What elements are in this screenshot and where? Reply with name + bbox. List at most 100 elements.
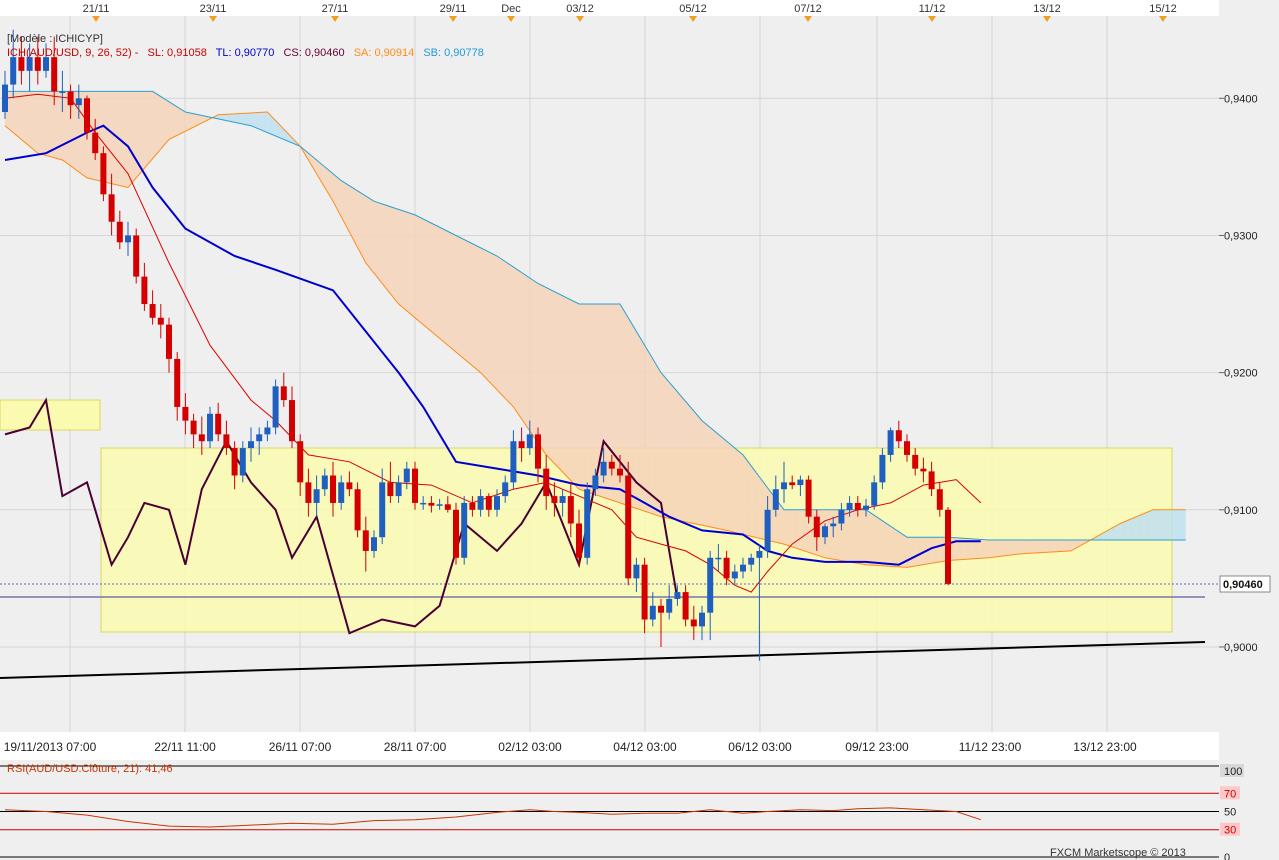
candle [699,605,705,641]
candle-body [543,468,550,497]
cloud-segment [997,539,1006,557]
candle-body [854,502,861,510]
candle-body [59,91,66,93]
candle [231,441,238,490]
candle [379,468,386,545]
candle [567,482,574,538]
candle [617,454,623,483]
rsi-plot-area[interactable] [0,760,1219,860]
candle-body [182,406,189,421]
indicator-legend: ICH(AUD/USD, 9, 26, 52) - SL: 0,91058 TL… [7,47,484,59]
cloud-segment [898,531,907,568]
candle [592,468,599,497]
candle-body [34,57,41,71]
candle-body [707,557,714,613]
cloud-segment [825,509,834,560]
cloud-segment [431,223,440,339]
candle-body [215,413,222,435]
price-axis-label: 0,9000 [1224,642,1258,654]
candle [207,406,213,449]
candle [215,402,222,442]
cloud-segment [46,91,55,158]
cloud-segment [726,441,735,533]
candle-body [510,441,517,483]
candle-body [67,91,74,106]
cloud-segment [521,272,530,431]
cloud-segment [1103,528,1112,540]
cloud-segment [398,209,407,311]
candle [289,386,295,449]
cloud-segment [1021,539,1030,554]
candle [879,448,886,490]
candle [559,489,566,517]
cloud-segment [1120,520,1129,540]
candle-body [272,386,279,428]
candle [436,498,443,510]
candle-body [133,235,140,277]
rsi-level-tag [1220,764,1244,777]
candle [239,441,246,483]
candle [518,427,525,462]
cloud-segment [54,91,63,161]
candle-body [108,194,115,222]
candle-body [772,489,779,510]
trend-lines [0,583,1219,679]
candle [772,475,779,517]
candle [280,372,287,407]
candle [26,43,33,92]
price-axis-label: 0,9400 [1224,93,1258,105]
cloud-segment [374,201,383,284]
candle-body [305,482,312,503]
candle-body [781,482,787,490]
candle [641,557,648,634]
cloud-segment [480,247,489,382]
candle [18,36,25,85]
cloud-segment [907,537,916,568]
candle [608,454,615,476]
rsi-level-label: 50 [1224,807,1236,819]
candle [543,454,550,510]
candle-body [100,153,107,195]
candle-body [116,221,123,243]
cloud-segment [587,304,596,495]
candle-body [190,420,197,435]
candle [846,496,853,517]
cloud-segment [972,538,981,559]
candle-body [84,98,90,133]
cloud-segment [743,454,752,537]
candlesticks [2,29,951,661]
candle [461,496,468,565]
time-axis-label: 22/11 11:00 [154,740,216,754]
date-marker-triangle [1043,16,1051,22]
candle [854,496,861,517]
cloud-segment [497,256,506,399]
time-axis-label: 06/12 03:00 [728,740,792,754]
candle [305,468,312,517]
candle [781,461,787,503]
candle-body [198,434,205,442]
candle-body [313,489,320,503]
cloud-segment [382,203,391,294]
candle [59,70,66,113]
candle [633,557,640,593]
candle [764,496,771,558]
cloud-segment [415,214,424,325]
cloud-segment [152,91,161,159]
cloud-segment [472,243,481,373]
price-axis-label: 0,9100 [1224,505,1258,517]
candle [264,420,271,442]
cloud-segment [775,498,784,545]
cloud-segment [874,515,883,566]
cloud-segment [693,411,702,526]
time-axis-label: 11/12 23:00 [959,740,1022,754]
candle-body [264,427,271,435]
top-date-label: 29/11 [440,3,467,15]
candle-body [936,489,943,510]
candle-body [699,612,705,627]
time-axis-label: 13/12 23:00 [1073,740,1137,754]
cloud-segment [538,283,547,455]
cloud-segment [1153,509,1162,540]
candle [920,457,927,483]
candle-body [740,564,746,572]
